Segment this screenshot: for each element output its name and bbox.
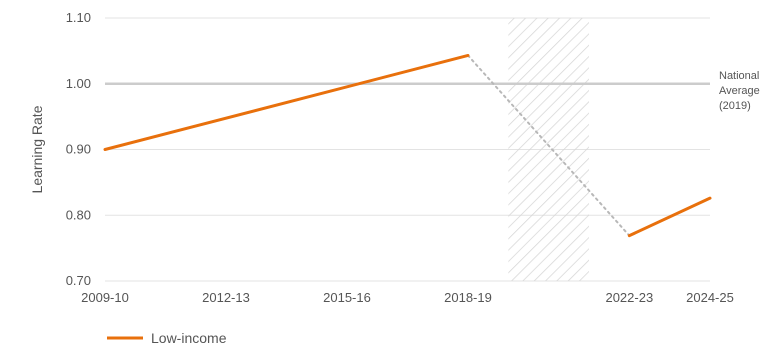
reference-line-group: National Average (2019): [105, 70, 760, 112]
reference-line-label: Average: [719, 85, 760, 97]
y-tick-label: 1.10: [66, 10, 91, 25]
x-tick-label: 2018-19: [444, 290, 492, 305]
x-tick-label: 2022-23: [605, 290, 653, 305]
y-tick-label: 0.90: [66, 142, 91, 157]
reference-line-label: National: [719, 70, 759, 82]
axis-labels: 0.70 0.80 0.90 1.00 1.10 2009-10 2012-13 2015-1…: [29, 10, 734, 305]
x-tick-label: 2012-13: [202, 290, 250, 305]
gap-connector-line: [467, 54, 631, 237]
x-tick-label: 2024-25: [686, 290, 734, 305]
x-tick-label: 2009-10: [81, 290, 129, 305]
legend: Low-income: [107, 330, 227, 346]
gridlines: [105, 17, 710, 282]
x-tick-label: 2015-16: [323, 290, 371, 305]
series-line-segment: [627, 196, 712, 238]
shaded-region: [508, 18, 589, 281]
y-tick-label: 0.80: [66, 207, 91, 222]
legend-label: Low-income: [151, 330, 227, 346]
y-tick-label: 0.70: [66, 273, 91, 288]
series-group: [103, 53, 712, 238]
shaded-region-rect: [508, 18, 589, 281]
y-axis-label: Learning Rate: [29, 105, 45, 193]
series-line-segment: [103, 53, 470, 151]
y-tick-label: 1.00: [66, 76, 91, 91]
reference-line-label: (2019): [719, 100, 751, 112]
